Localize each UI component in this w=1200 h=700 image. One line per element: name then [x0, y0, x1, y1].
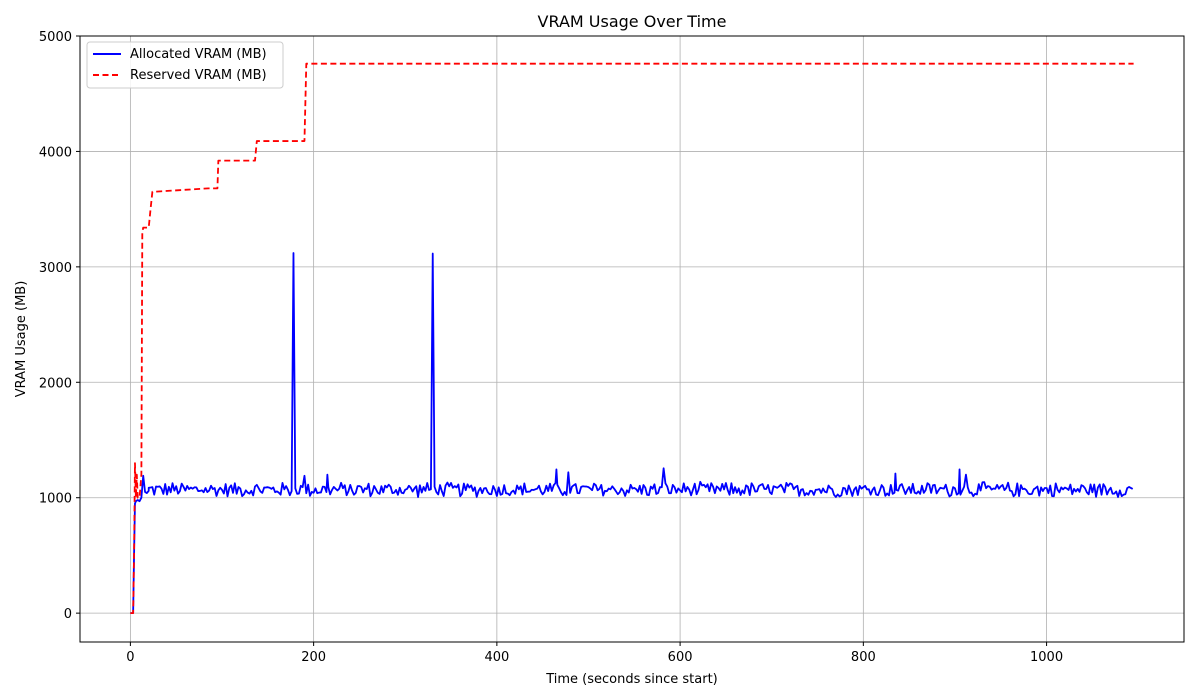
x-tick-label: 400 [484, 650, 509, 665]
chart-title: VRAM Usage Over Time [538, 12, 727, 31]
x-tick-label: 800 [851, 650, 876, 665]
series-line-allocated [130, 252, 1134, 615]
series-line-reserved [130, 62, 1134, 615]
y-tick-label: 3000 [39, 261, 72, 276]
series-layer [130, 62, 1134, 615]
legend: Allocated VRAM (MB) Reserved VRAM (MB) [86, 41, 284, 89]
x-tick-label: 200 [301, 650, 326, 665]
legend-label-reserved: Reserved VRAM (MB) [130, 68, 267, 83]
x-axis-label: Time (seconds since start) [545, 672, 718, 687]
y-tick-label: 4000 [39, 145, 72, 160]
y-tick-label: 0 [64, 607, 72, 622]
plot-background [80, 36, 1184, 642]
x-tick-label: 600 [668, 650, 693, 665]
legend-box [86, 41, 284, 89]
y-tick-label: 1000 [39, 492, 72, 507]
axis-ticks: 0 200 400 600 800 1000 0 1000 2000 3000 4000 5000 [39, 30, 1063, 665]
legend-label-allocated: Allocated VRAM (MB) [130, 47, 267, 62]
y-tick-label: 2000 [39, 376, 72, 391]
x-tick-label: 1000 [1030, 650, 1063, 665]
plot-frame [79, 35, 1185, 643]
y-axis-label: VRAM Usage (MB) [14, 281, 29, 398]
x-tick-label: 0 [126, 650, 134, 665]
y-tick-label: 5000 [39, 30, 72, 45]
